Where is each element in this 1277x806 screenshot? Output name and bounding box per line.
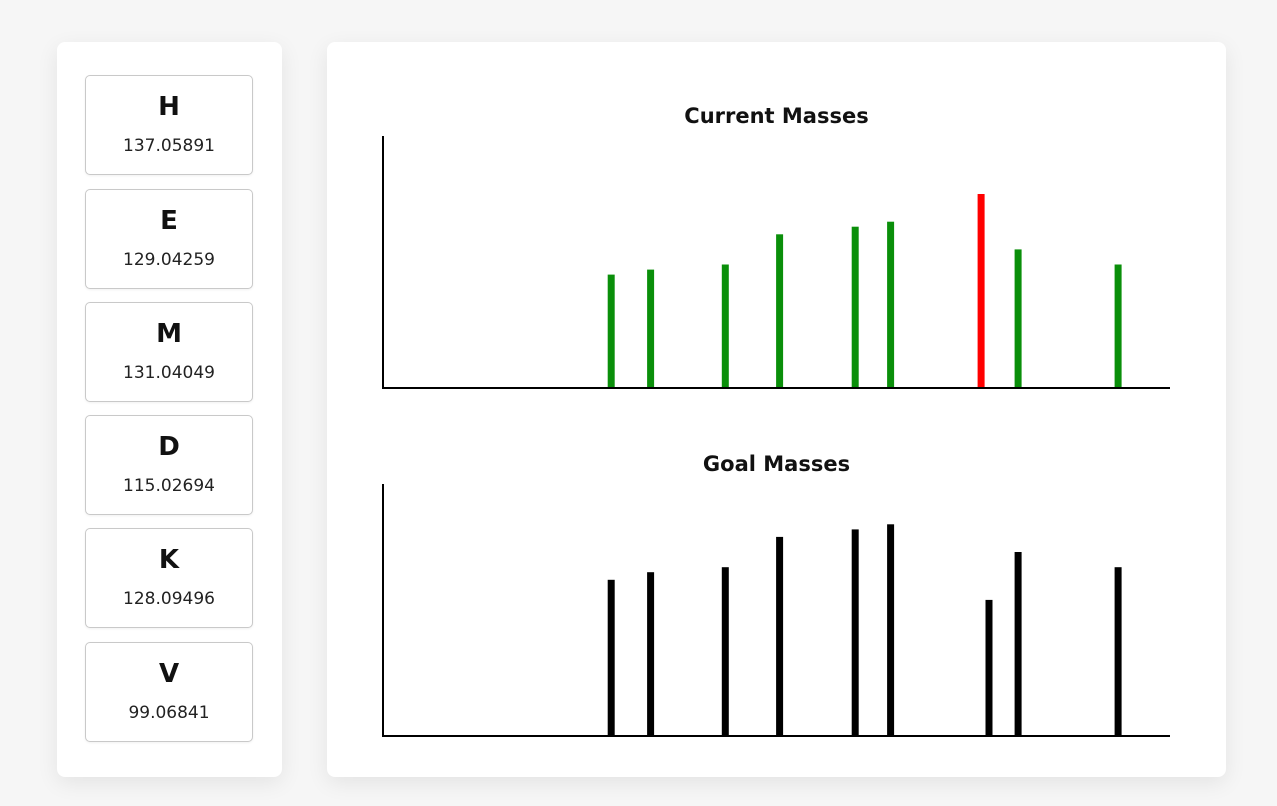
residue-symbol: V bbox=[158, 659, 180, 689]
current-masses-chart bbox=[382, 136, 1170, 389]
current-mass-bar-2 bbox=[647, 269, 655, 388]
current-mass-bar-1 bbox=[607, 274, 615, 388]
goal-mass-bar-9 bbox=[1114, 567, 1122, 736]
residue-mass: 137.05891 bbox=[123, 136, 215, 156]
residue-mass: 115.02694 bbox=[123, 476, 215, 496]
residue-mass: 128.09496 bbox=[123, 589, 215, 609]
goal-mass-bar-7 bbox=[985, 599, 993, 736]
residue-symbol: K bbox=[158, 545, 180, 575]
goal-masses-chart bbox=[382, 484, 1170, 737]
residue-tile-e[interactable]: E 129.04259 bbox=[85, 189, 253, 289]
goal-mass-bar-6 bbox=[887, 524, 895, 736]
residue-tile-m[interactable]: M 131.04049 bbox=[85, 302, 253, 402]
goal-mass-bar-3 bbox=[721, 567, 729, 736]
current-mass-bar-7 bbox=[977, 194, 985, 388]
current-masses-title: Current Masses bbox=[684, 104, 869, 128]
current-mass-bar-6 bbox=[887, 221, 895, 388]
goal-mass-bar-4 bbox=[776, 536, 784, 736]
current-mass-bar-3 bbox=[721, 264, 729, 388]
residue-mass: 129.04259 bbox=[123, 250, 215, 270]
residue-tile-d[interactable]: D 115.02694 bbox=[85, 415, 253, 515]
goal-mass-bar-2 bbox=[647, 572, 655, 736]
residue-tile-v[interactable]: V 99.06841 bbox=[85, 642, 253, 742]
goal-mass-bar-8 bbox=[1014, 552, 1022, 736]
spectra-panel: Current Masses Goal Masses bbox=[327, 42, 1226, 777]
residue-symbol: M bbox=[156, 319, 182, 349]
residue-sidebar: H 137.05891 E 129.04259 M 131.04049 D 11… bbox=[57, 42, 282, 777]
residue-symbol: E bbox=[160, 206, 178, 236]
current-mass-bar-5 bbox=[851, 226, 859, 388]
residue-tile-h[interactable]: H 137.05891 bbox=[85, 75, 253, 175]
goal-mass-bar-5 bbox=[851, 529, 859, 736]
residue-tile-k[interactable]: K 128.09496 bbox=[85, 528, 253, 628]
residue-mass: 131.04049 bbox=[123, 363, 215, 383]
current-mass-bar-9 bbox=[1114, 264, 1122, 388]
goal-mass-bar-1 bbox=[607, 579, 615, 736]
goal-masses-title: Goal Masses bbox=[702, 452, 851, 476]
current-mass-bar-4 bbox=[776, 234, 784, 388]
residue-symbol: D bbox=[158, 432, 180, 462]
current-mass-bar-8 bbox=[1014, 249, 1022, 388]
residue-mass: 99.06841 bbox=[128, 703, 210, 723]
residue-symbol: H bbox=[158, 92, 180, 122]
